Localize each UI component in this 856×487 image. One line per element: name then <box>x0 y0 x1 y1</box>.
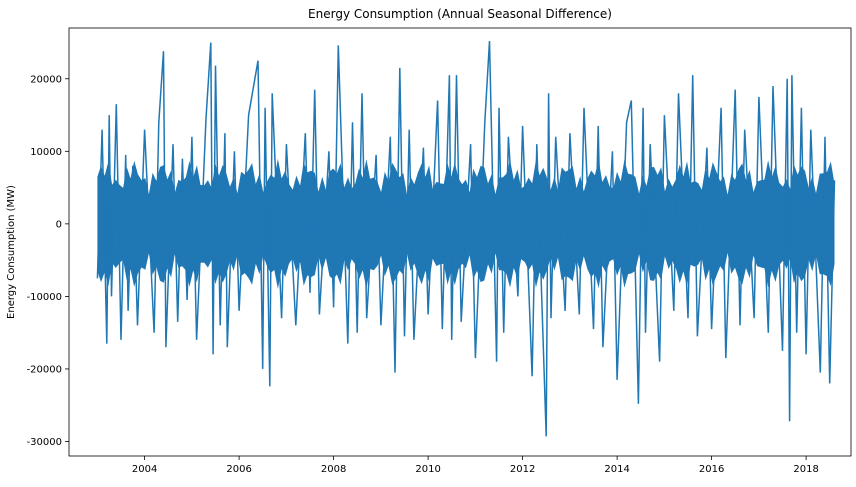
x-tick-label: 2004 <box>132 464 157 475</box>
y-axis-label: Energy Consumption (MW) <box>6 185 17 319</box>
x-tick-label: 2006 <box>226 464 251 475</box>
x-tick-label: 2018 <box>793 464 818 475</box>
series-line <box>96 41 836 437</box>
x-tick-label: 2008 <box>321 464 346 475</box>
y-tick-label: 10000 <box>30 147 62 158</box>
chart-title: Energy Consumption (Annual Seasonal Diff… <box>308 7 612 21</box>
x-tick-label: 2010 <box>415 464 440 475</box>
plot-area: 2004 2006 2008 2010 2012 2014 2016 2018 20000 100… <box>27 27 852 475</box>
y-tick-label: 20000 <box>30 74 62 85</box>
y-tick-label: 0 <box>56 219 62 230</box>
x-tick-label: 2012 <box>510 464 535 475</box>
y-tick-label: -30000 <box>27 437 62 448</box>
y-tick-label: -20000 <box>27 364 62 375</box>
x-tick-label: 2016 <box>699 464 724 475</box>
x-tick-label: 2014 <box>604 464 629 475</box>
y-tick-label: -10000 <box>27 292 62 303</box>
